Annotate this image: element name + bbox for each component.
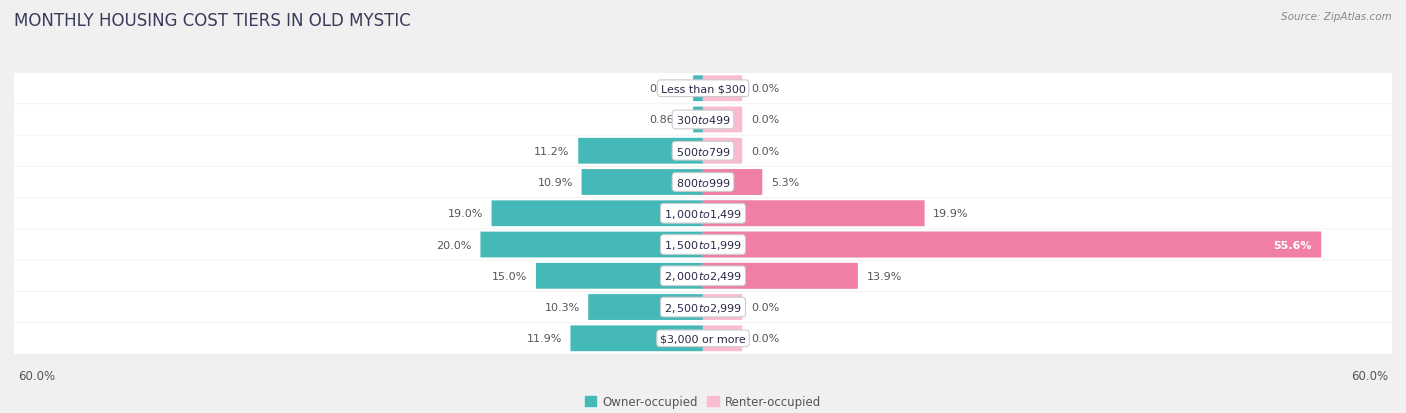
FancyBboxPatch shape — [703, 107, 742, 133]
Text: $3,000 or more: $3,000 or more — [661, 334, 745, 344]
Text: $500 to $799: $500 to $799 — [675, 145, 731, 157]
Text: 0.0%: 0.0% — [751, 302, 779, 312]
Text: 15.0%: 15.0% — [492, 271, 527, 281]
Text: 55.6%: 55.6% — [1274, 240, 1312, 250]
Text: $1,500 to $1,999: $1,500 to $1,999 — [664, 238, 742, 252]
FancyBboxPatch shape — [578, 138, 703, 164]
Text: $1,000 to $1,499: $1,000 to $1,499 — [664, 207, 742, 220]
FancyBboxPatch shape — [703, 201, 925, 227]
FancyBboxPatch shape — [703, 201, 925, 227]
FancyBboxPatch shape — [14, 230, 1392, 260]
Text: Less than $300: Less than $300 — [661, 84, 745, 94]
FancyBboxPatch shape — [703, 294, 742, 320]
FancyBboxPatch shape — [588, 294, 703, 320]
Text: Source: ZipAtlas.com: Source: ZipAtlas.com — [1281, 12, 1392, 22]
Text: $300 to $499: $300 to $499 — [675, 114, 731, 126]
Legend: Owner-occupied, Renter-occupied: Owner-occupied, Renter-occupied — [579, 390, 827, 413]
FancyBboxPatch shape — [14, 323, 1392, 354]
Text: 0.0%: 0.0% — [751, 115, 779, 125]
Text: 13.9%: 13.9% — [866, 271, 901, 281]
FancyBboxPatch shape — [492, 201, 703, 227]
FancyBboxPatch shape — [14, 292, 1392, 323]
FancyBboxPatch shape — [536, 263, 703, 289]
Text: 0.86%: 0.86% — [650, 84, 685, 94]
FancyBboxPatch shape — [703, 170, 762, 195]
FancyBboxPatch shape — [703, 263, 858, 289]
Text: 0.0%: 0.0% — [751, 146, 779, 157]
Text: 19.0%: 19.0% — [447, 209, 484, 219]
Text: 0.0%: 0.0% — [751, 334, 779, 344]
FancyBboxPatch shape — [571, 325, 703, 351]
FancyBboxPatch shape — [703, 76, 742, 102]
Text: 20.0%: 20.0% — [436, 240, 472, 250]
FancyBboxPatch shape — [582, 170, 703, 195]
Text: 0.86%: 0.86% — [650, 115, 685, 125]
Text: $2,500 to $2,999: $2,500 to $2,999 — [664, 301, 742, 314]
FancyBboxPatch shape — [14, 74, 1392, 104]
Text: 19.9%: 19.9% — [934, 209, 969, 219]
FancyBboxPatch shape — [703, 232, 1322, 258]
Text: $2,000 to $2,499: $2,000 to $2,499 — [664, 270, 742, 282]
Text: 0.0%: 0.0% — [751, 84, 779, 94]
FancyBboxPatch shape — [703, 138, 742, 164]
FancyBboxPatch shape — [14, 167, 1392, 198]
FancyBboxPatch shape — [481, 232, 703, 258]
Text: 11.2%: 11.2% — [534, 146, 569, 157]
FancyBboxPatch shape — [693, 76, 703, 102]
FancyBboxPatch shape — [703, 232, 1322, 258]
FancyBboxPatch shape — [14, 199, 1392, 229]
Text: 10.3%: 10.3% — [544, 302, 579, 312]
Text: 5.3%: 5.3% — [770, 178, 799, 188]
Text: MONTHLY HOUSING COST TIERS IN OLD MYSTIC: MONTHLY HOUSING COST TIERS IN OLD MYSTIC — [14, 12, 411, 30]
Text: 10.9%: 10.9% — [537, 178, 574, 188]
FancyBboxPatch shape — [14, 136, 1392, 166]
FancyBboxPatch shape — [14, 261, 1392, 291]
Text: $800 to $999: $800 to $999 — [675, 177, 731, 189]
FancyBboxPatch shape — [703, 170, 762, 195]
FancyBboxPatch shape — [693, 107, 703, 133]
Text: 11.9%: 11.9% — [526, 334, 562, 344]
FancyBboxPatch shape — [14, 105, 1392, 135]
FancyBboxPatch shape — [703, 263, 858, 289]
FancyBboxPatch shape — [703, 325, 742, 351]
